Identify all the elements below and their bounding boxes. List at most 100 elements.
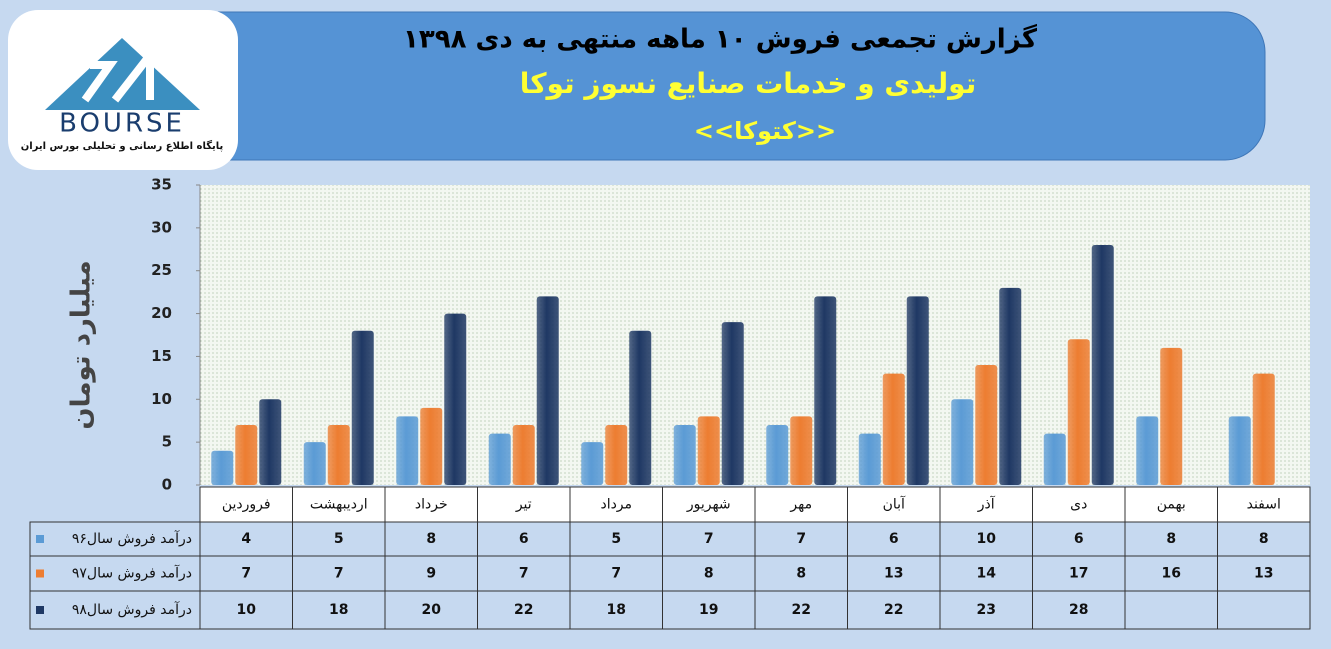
bar bbox=[536, 296, 559, 485]
table-value: 4 bbox=[241, 531, 251, 547]
logo-shape bbox=[45, 38, 200, 110]
x-tick-label: اسفند bbox=[1247, 497, 1281, 513]
table-value: 7 bbox=[334, 566, 344, 582]
bar bbox=[488, 433, 511, 485]
table-value: 16 bbox=[1162, 566, 1181, 582]
table-value: 8 bbox=[426, 531, 436, 547]
table-value: 8 bbox=[704, 566, 714, 582]
legend-swatch bbox=[36, 535, 44, 543]
bar bbox=[951, 399, 974, 485]
bar bbox=[1091, 245, 1114, 485]
bar bbox=[351, 330, 374, 485]
bar bbox=[882, 373, 905, 485]
table-value: 13 bbox=[884, 566, 903, 582]
x-tick-label: خرداد bbox=[415, 497, 448, 513]
y-tick-label: 30 bbox=[151, 218, 172, 236]
bar bbox=[673, 425, 696, 485]
table-body bbox=[29, 521, 1311, 630]
y-tick-label: 0 bbox=[162, 476, 172, 494]
table-value: 19 bbox=[699, 602, 718, 618]
bar bbox=[327, 425, 350, 485]
table-value: 7 bbox=[796, 531, 806, 547]
legend-label: درآمد فروش سال۹۶ bbox=[72, 530, 192, 547]
table-value: 13 bbox=[1254, 566, 1273, 582]
y-axis-label: میلیارد تومان bbox=[67, 260, 97, 429]
bar bbox=[581, 442, 604, 485]
y-tick-label: 20 bbox=[151, 304, 172, 322]
table-value: 8 bbox=[796, 566, 806, 582]
bar bbox=[975, 365, 998, 485]
table-value: 9 bbox=[426, 566, 436, 582]
bar bbox=[235, 425, 258, 485]
table-value: 20 bbox=[422, 602, 442, 618]
table-value: 14 bbox=[977, 566, 997, 582]
bar bbox=[766, 425, 789, 485]
x-tick-label: آذر bbox=[977, 496, 996, 513]
bar bbox=[1067, 339, 1090, 485]
chart-title: گزارش تجمعی فروش ۱۰ ماهه منتهی به دی ۱۳۹… bbox=[403, 24, 1038, 55]
table-value: 18 bbox=[607, 602, 626, 618]
bar bbox=[814, 296, 837, 485]
bar bbox=[858, 433, 881, 485]
bar bbox=[1160, 347, 1183, 485]
table-value: 8 bbox=[1166, 531, 1176, 547]
table-value: 28 bbox=[1069, 602, 1088, 618]
table-value: 23 bbox=[977, 602, 996, 618]
y-tick-label: 35 bbox=[151, 176, 172, 194]
x-tick-label: فروردین bbox=[222, 497, 271, 513]
bar bbox=[1252, 373, 1275, 485]
bar bbox=[512, 425, 535, 485]
bar bbox=[721, 322, 744, 485]
bar bbox=[1228, 416, 1251, 485]
table-value: 6 bbox=[889, 531, 899, 547]
x-tick-label: تیر bbox=[515, 497, 532, 513]
bar bbox=[396, 416, 419, 485]
bar bbox=[697, 416, 720, 485]
bar bbox=[906, 296, 929, 485]
x-tick-label: مرداد bbox=[600, 497, 632, 513]
table-value: 10 bbox=[977, 531, 997, 547]
table-value: 7 bbox=[611, 566, 621, 582]
bar bbox=[790, 416, 813, 485]
table-value: 7 bbox=[704, 531, 714, 547]
y-tick-label: 15 bbox=[151, 347, 172, 365]
chart-subtitle: تولیدی و خدمات صنایع نسوز توکا bbox=[520, 67, 977, 100]
x-tick-label: دی bbox=[1070, 497, 1087, 513]
x-tick-label: آبان bbox=[883, 496, 906, 513]
table-value: 6 bbox=[519, 531, 529, 547]
y-tick-label: 10 bbox=[151, 390, 172, 408]
logo-glyph bbox=[81, 43, 154, 103]
legend-swatch bbox=[36, 569, 44, 578]
bar bbox=[999, 287, 1022, 485]
x-tick-label: اردیبهشت bbox=[310, 497, 368, 513]
plot-area bbox=[200, 185, 1310, 485]
table-value: 7 bbox=[241, 566, 251, 582]
table-value: 22 bbox=[884, 602, 903, 618]
table-value: 5 bbox=[611, 531, 621, 547]
bar bbox=[444, 313, 467, 485]
bar bbox=[1043, 433, 1066, 485]
legend-swatch bbox=[36, 606, 44, 614]
logo-tagline: پایگاه اطلاع رسانی و تحلیلی بورس ایران bbox=[21, 139, 224, 152]
table-value: 7 bbox=[519, 566, 529, 582]
bar bbox=[629, 330, 652, 485]
table-value: 10 bbox=[237, 602, 257, 618]
bar bbox=[259, 399, 282, 485]
table-value: 22 bbox=[514, 602, 533, 618]
bar bbox=[303, 442, 326, 485]
table-value: 8 bbox=[1259, 531, 1269, 547]
ticker: <<کتوکا>> bbox=[694, 117, 836, 145]
legend-label: درآمد فروش سال۹۸ bbox=[72, 601, 192, 618]
bar bbox=[605, 425, 628, 485]
table-value: 18 bbox=[329, 602, 348, 618]
legend-label: درآمد فروش سال۹۷ bbox=[72, 565, 192, 582]
x-tick-label: مهر bbox=[789, 497, 812, 513]
y-tick-label: 5 bbox=[162, 433, 172, 451]
bar bbox=[420, 407, 443, 485]
table-value: 5 bbox=[334, 531, 344, 547]
table-value: 6 bbox=[1074, 531, 1084, 547]
bar bbox=[1136, 416, 1159, 485]
table-value: 17 bbox=[1069, 566, 1088, 582]
bar bbox=[211, 450, 234, 485]
